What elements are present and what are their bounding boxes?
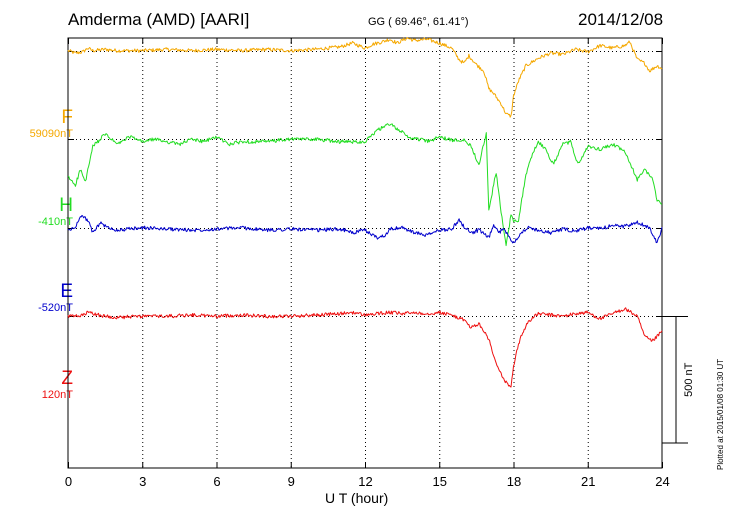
component-label-e: E -520nT: [38, 282, 73, 315]
component-label-h: H -410nT: [38, 196, 73, 229]
x-tick-label: 3: [139, 474, 146, 489]
component-name-h: H: [59, 195, 73, 216]
series-line-f: [67, 37, 663, 118]
x-axis-label: U T (hour): [325, 490, 389, 506]
chart-title: Amderma (AMD) [AARI]: [68, 10, 250, 29]
x-tick-label: 18: [507, 474, 521, 489]
grid-lines: [68, 38, 662, 468]
x-tick-label: 6: [213, 474, 220, 489]
component-label-z: Z 120nT: [42, 369, 73, 402]
x-tick-label: 0: [65, 474, 72, 489]
x-tick-label: 12: [358, 474, 372, 489]
component-name-f: F: [61, 107, 73, 128]
x-tick-label: 21: [581, 474, 595, 489]
plotted-timestamp: Plotted at 2015/01/08 01:30 UT: [716, 358, 725, 470]
component-name-e: E: [60, 281, 73, 302]
series-line-z: [67, 307, 663, 388]
x-tick-label: 24: [655, 474, 669, 489]
component-base-h: -410nT: [38, 216, 73, 228]
component-name-z: Z: [61, 368, 73, 389]
x-tick-label: 9: [288, 474, 295, 489]
series-line-e: [67, 214, 663, 244]
component-base-f: 59090nT: [29, 128, 73, 140]
component-base-e: -520nT: [38, 302, 73, 314]
chart-date: 2014/12/08: [578, 10, 664, 29]
component-label-f: F 59090nT: [30, 108, 73, 141]
station-coordinates: GG ( 69.46°, 61.41°): [368, 16, 469, 28]
scale-bar-label: 500 nT: [683, 362, 695, 397]
axis-ticks: 0 3 6 9 12 15 18 21 24: [65, 38, 670, 489]
series-line-h: [67, 123, 663, 247]
component-base-z: 120nT: [41, 389, 73, 401]
data-series: [67, 37, 663, 388]
x-tick-label: 15: [433, 474, 447, 489]
scale-bar: 500 nT: [662, 316, 695, 444]
